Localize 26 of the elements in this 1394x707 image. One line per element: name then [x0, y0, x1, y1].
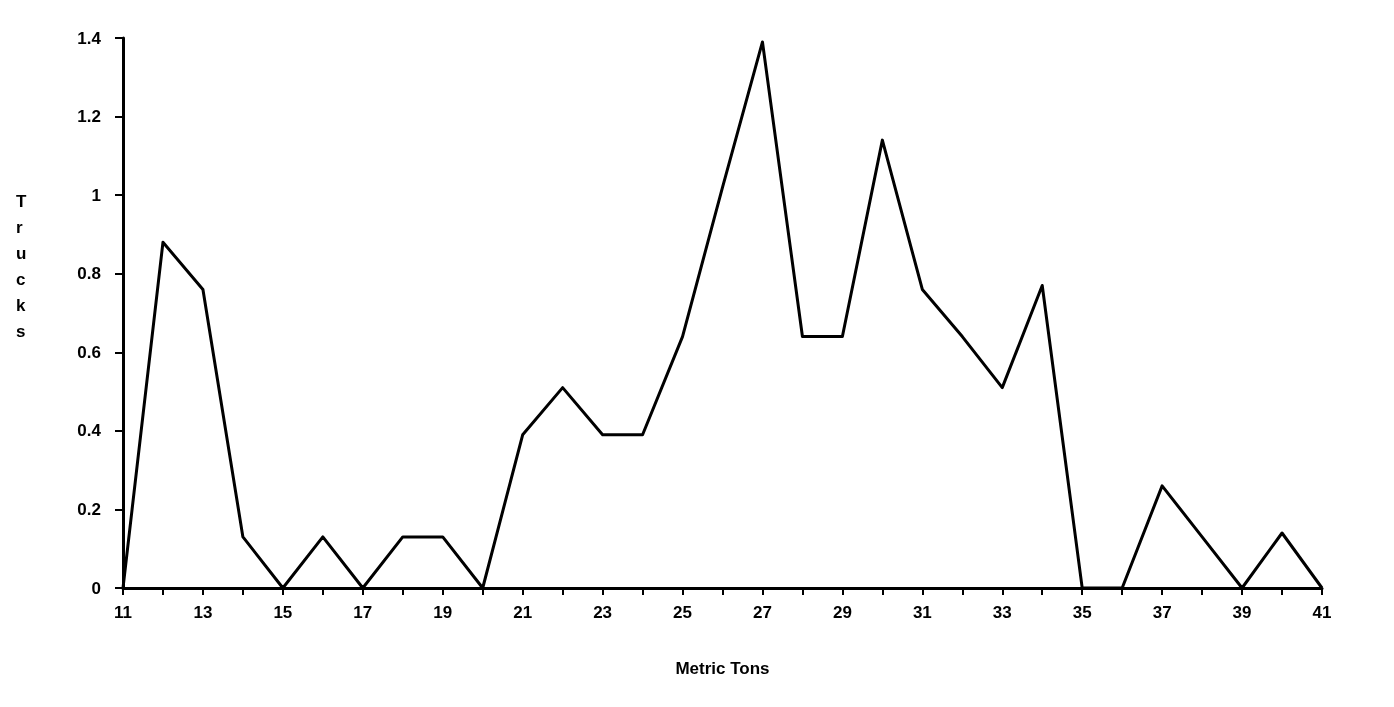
x-tick-label: 15 [273, 603, 293, 622]
y-tick-label: 1.2 [77, 107, 101, 127]
x-tick-label: 21 [513, 603, 533, 622]
x-tick-label: 25 [673, 603, 692, 622]
x-tick-label: 33 [992, 603, 1012, 622]
y-tick-label: 0.4 [77, 421, 102, 441]
x-tick-label: 37 [1152, 603, 1172, 622]
x-tick-label: 11 [114, 603, 132, 622]
y-tick-label: 1.4 [77, 28, 102, 48]
x-tick-label: 29 [832, 603, 852, 622]
x-tick-label: 13 [193, 603, 213, 622]
x-tick-label: 41 [1312, 603, 1332, 622]
y-tick-label: 0.8 [77, 264, 101, 284]
y-tick-label: 0.6 [77, 342, 101, 362]
x-tick-label: 35 [1072, 603, 1092, 622]
x-tick-label: 31 [912, 603, 932, 622]
y-tick-label: 0 [91, 578, 101, 598]
x-tick-label: 17 [353, 603, 373, 622]
y-tick-label: 0.2 [77, 499, 101, 519]
x-tick-label: 27 [753, 603, 772, 622]
x-tick-label: 23 [593, 603, 613, 622]
x-axis-title: Metric Tons [675, 659, 770, 678]
y-tick-label: 1 [91, 185, 101, 205]
y-axis-title: Trucks [16, 191, 27, 341]
x-tick-label: 19 [433, 603, 453, 622]
x-tick-label: 39 [1232, 603, 1252, 622]
